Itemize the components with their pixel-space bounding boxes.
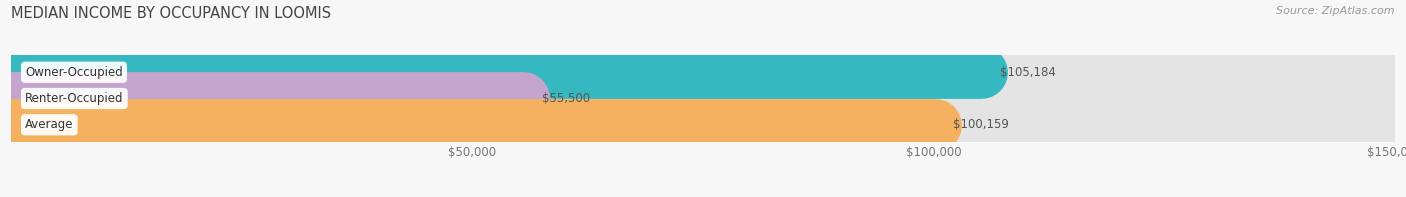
Text: Average: Average [25, 118, 73, 131]
Text: $55,500: $55,500 [541, 92, 589, 105]
Text: Owner-Occupied: Owner-Occupied [25, 66, 122, 79]
Text: Source: ZipAtlas.com: Source: ZipAtlas.com [1277, 6, 1395, 16]
Text: $105,184: $105,184 [1000, 66, 1056, 79]
Text: $100,159: $100,159 [953, 118, 1010, 131]
Text: MEDIAN INCOME BY OCCUPANCY IN LOOMIS: MEDIAN INCOME BY OCCUPANCY IN LOOMIS [11, 6, 332, 21]
Text: Renter-Occupied: Renter-Occupied [25, 92, 124, 105]
